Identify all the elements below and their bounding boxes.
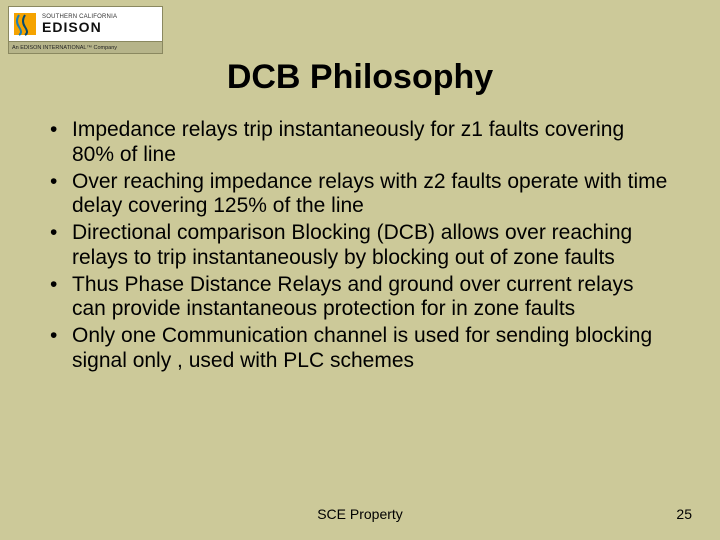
- slide-number: 25: [676, 506, 692, 522]
- footer-label: SCE Property: [0, 506, 720, 522]
- edison-mark-icon: [12, 11, 38, 37]
- slide-title: DCB Philosophy: [0, 58, 720, 97]
- list-item: Directional comparison Blocking (DCB) al…: [42, 221, 670, 271]
- list-item: Only one Communication channel is used f…: [42, 324, 670, 374]
- bullet-list: Impedance relays trip instantaneously fo…: [42, 118, 670, 374]
- list-item: Thus Phase Distance Relays and ground ov…: [42, 273, 670, 323]
- company-logo: SOUTHERN CALIFORNIA EDISON An EDISON INT…: [8, 6, 163, 54]
- logo-text: SOUTHERN CALIFORNIA EDISON: [42, 14, 117, 34]
- logo-strip: An EDISON INTERNATIONAL™ Company: [9, 41, 162, 53]
- slide-content: Impedance relays trip instantaneously fo…: [42, 118, 670, 376]
- list-item: Over reaching impedance relays with z2 f…: [42, 170, 670, 220]
- logo-top: SOUTHERN CALIFORNIA EDISON: [9, 7, 162, 41]
- logo-line2: EDISON: [42, 20, 117, 34]
- list-item: Impedance relays trip instantaneously fo…: [42, 118, 670, 168]
